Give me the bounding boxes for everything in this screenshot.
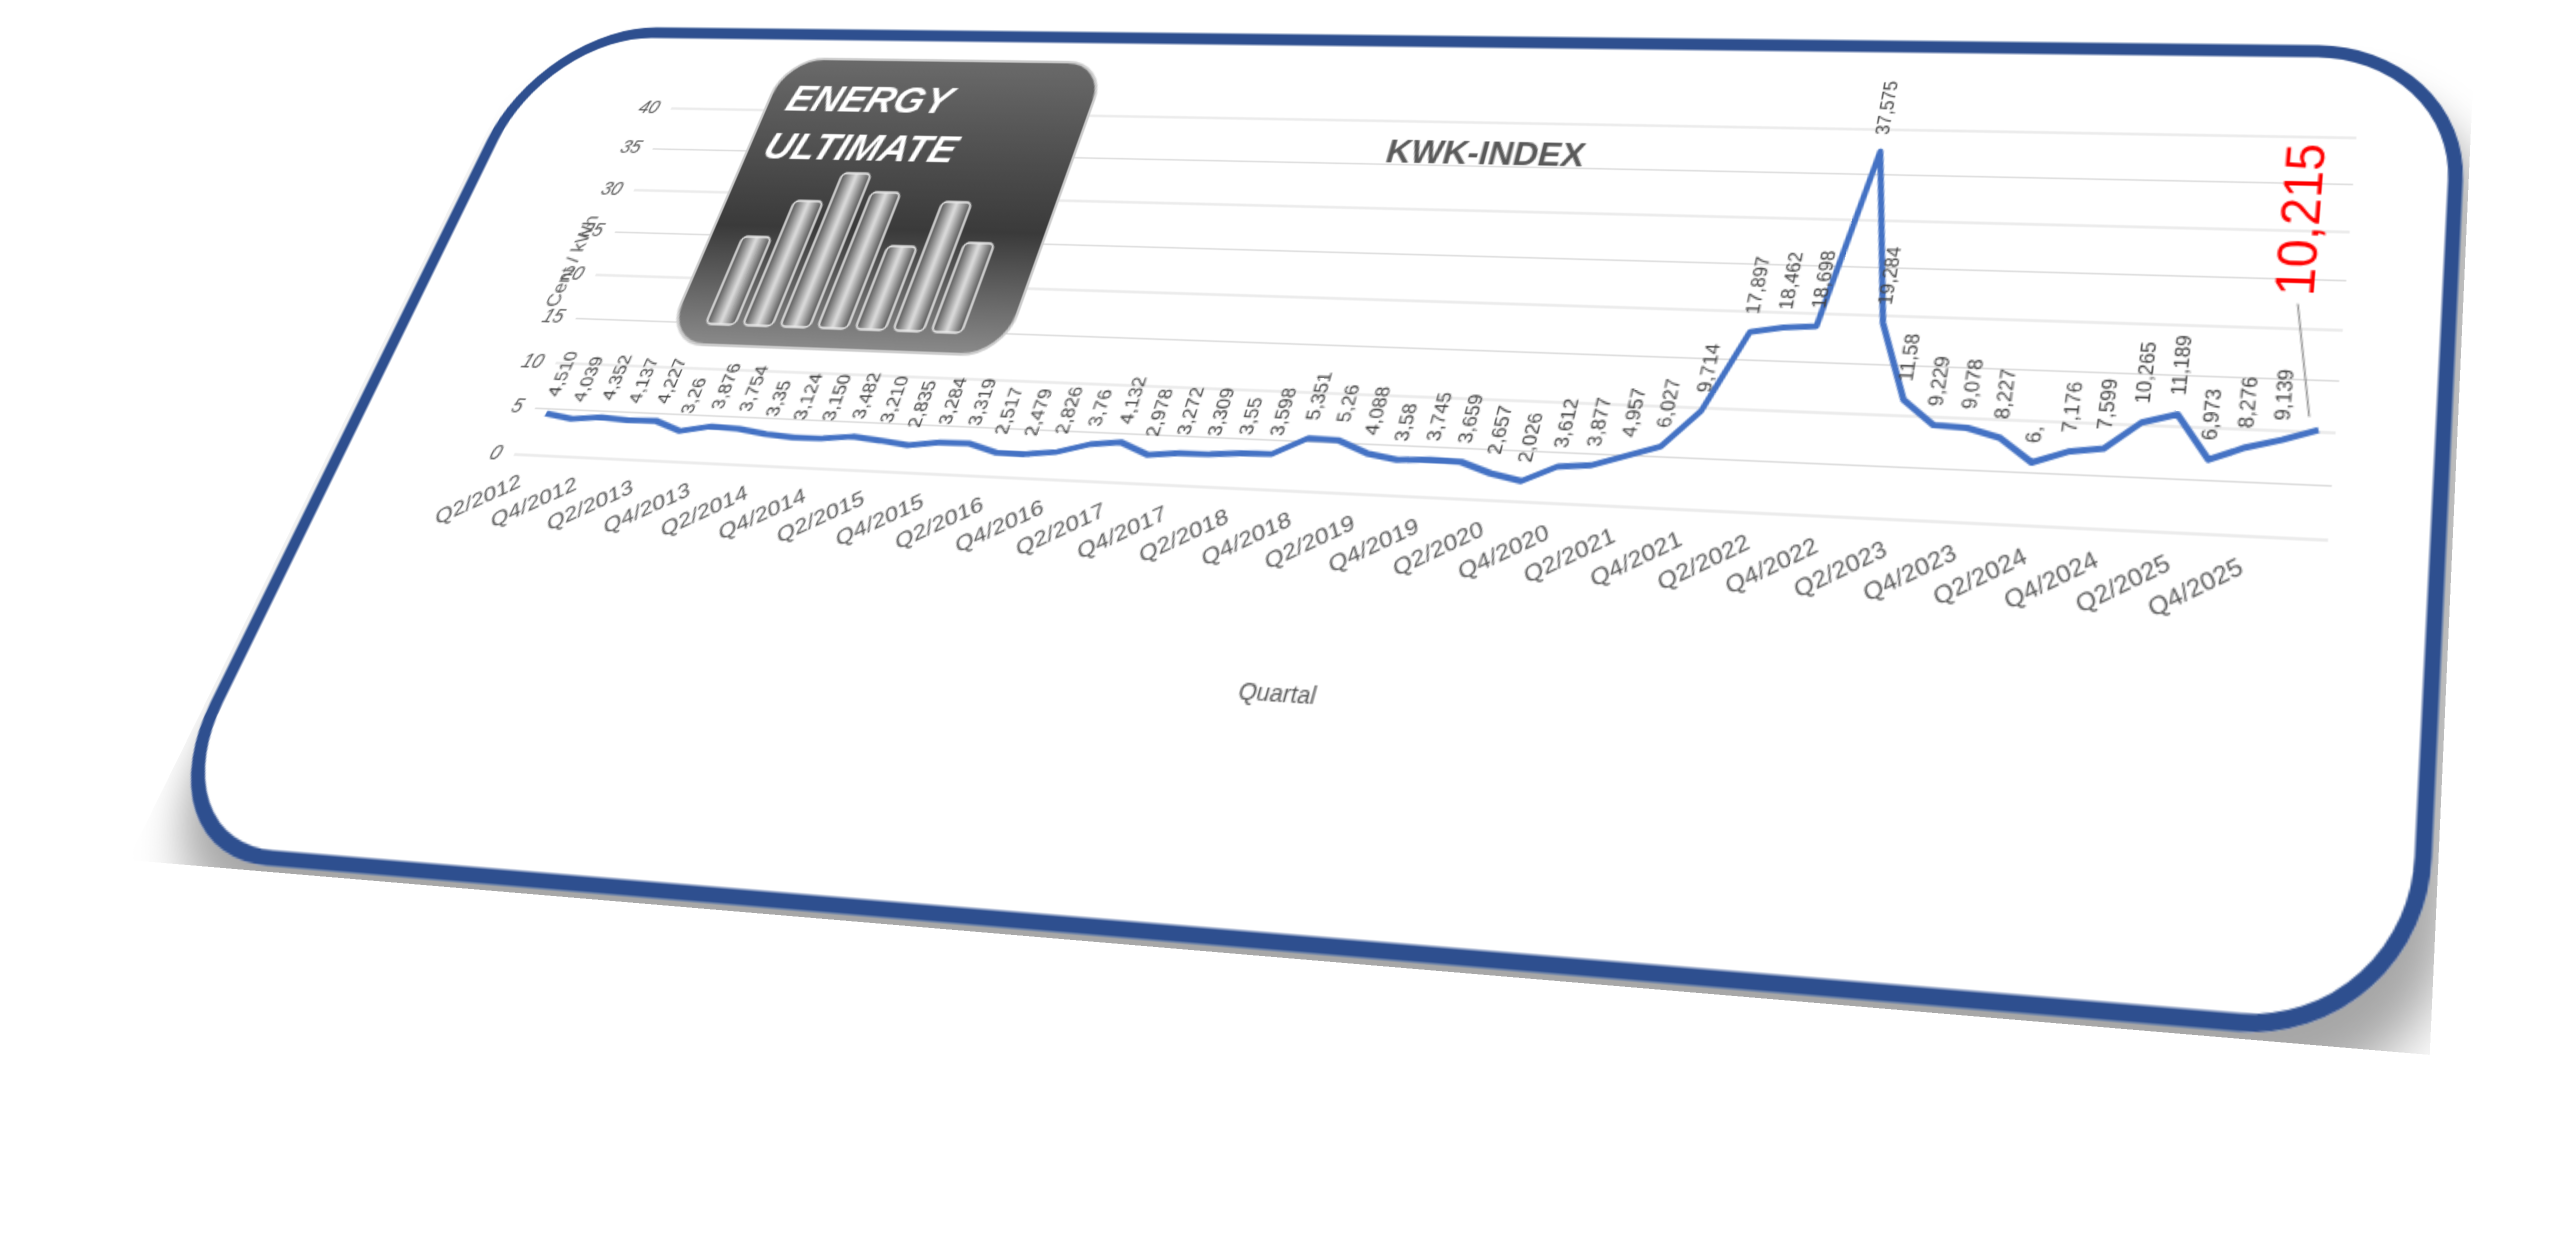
value-label: 9,139: [2270, 369, 2299, 421]
card: ENERGY ULTIMATE KWK-INDEX Cent / kWh Qua…: [128, 22, 2475, 1055]
y-tick-label: 25: [577, 219, 607, 240]
value-label: 6,: [2022, 426, 2048, 444]
logo-text: ENERGY: [780, 77, 962, 121]
y-tick-label: 40: [635, 97, 663, 117]
y-tick-label: 35: [617, 137, 646, 157]
value-label: 7,599: [2093, 378, 2123, 430]
value-label: 10,215: [2263, 143, 2338, 297]
y-tick-label: 20: [558, 262, 589, 284]
y-tick-label: 30: [598, 178, 627, 199]
x-axis-label: Quartal: [1235, 676, 1320, 709]
chart: ENERGY ULTIMATE KWK-INDEX Cent / kWh Qua…: [128, 22, 2475, 1055]
value-label: 6,973: [2197, 388, 2226, 441]
value-label: 8,276: [2234, 376, 2263, 428]
logo: ENERGY ULTIMATE: [664, 58, 1107, 355]
y-tick-label: 15: [539, 305, 569, 327]
logo-text: ULTIMATE: [757, 124, 966, 171]
chart-title: KWK-INDEX: [1382, 135, 1589, 174]
